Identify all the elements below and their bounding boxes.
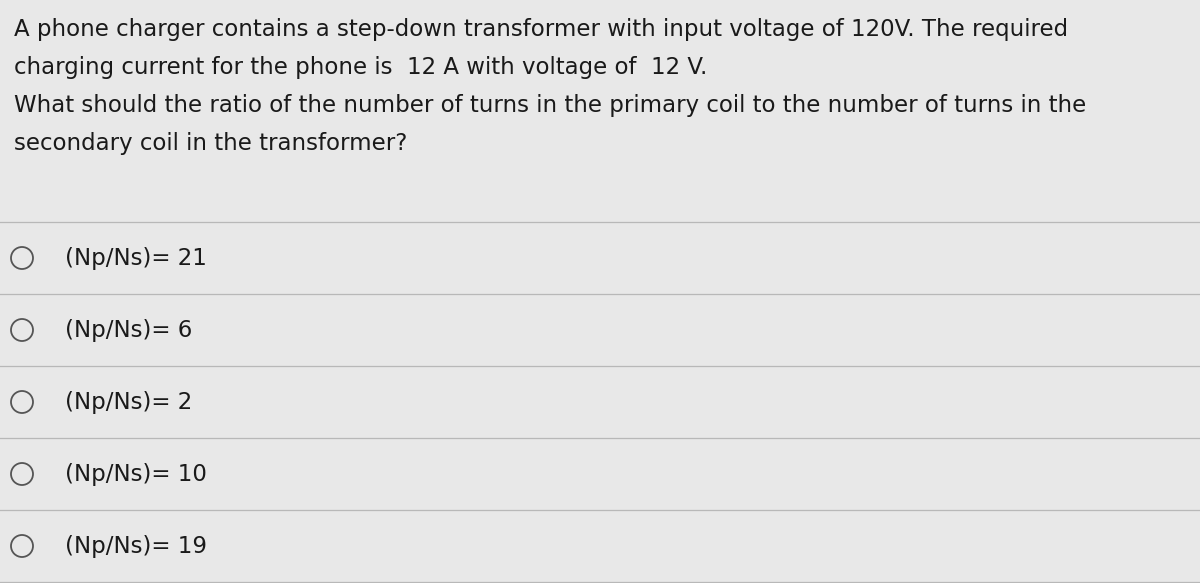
Text: charging current for the phone is  12 A with voltage of  12 V.: charging current for the phone is 12 A w… xyxy=(14,56,707,79)
Text: What should the ratio of the number of turns in the primary coil to the number o: What should the ratio of the number of t… xyxy=(14,94,1086,117)
Text: (Np/Ns)= 10: (Np/Ns)= 10 xyxy=(65,462,206,486)
Text: (Np/Ns)= 6: (Np/Ns)= 6 xyxy=(65,318,192,342)
Text: (Np/Ns)= 2: (Np/Ns)= 2 xyxy=(65,391,192,413)
Text: secondary coil in the transformer?: secondary coil in the transformer? xyxy=(14,132,407,155)
Text: A phone charger contains a step-down transformer with input voltage of 120V. The: A phone charger contains a step-down tra… xyxy=(14,18,1068,41)
Text: (Np/Ns)= 21: (Np/Ns)= 21 xyxy=(65,247,206,269)
Text: (Np/Ns)= 19: (Np/Ns)= 19 xyxy=(65,535,208,557)
